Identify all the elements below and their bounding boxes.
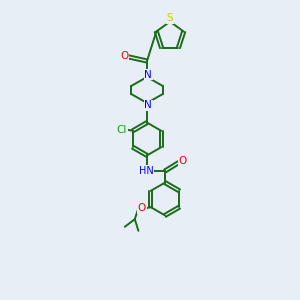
Text: N: N bbox=[144, 100, 152, 110]
Text: N: N bbox=[144, 70, 152, 80]
Text: O: O bbox=[178, 156, 187, 167]
Text: S: S bbox=[167, 13, 173, 23]
Text: Cl: Cl bbox=[117, 125, 127, 135]
Text: O: O bbox=[121, 51, 129, 61]
Text: O: O bbox=[138, 203, 146, 213]
Text: HN: HN bbox=[139, 166, 153, 176]
